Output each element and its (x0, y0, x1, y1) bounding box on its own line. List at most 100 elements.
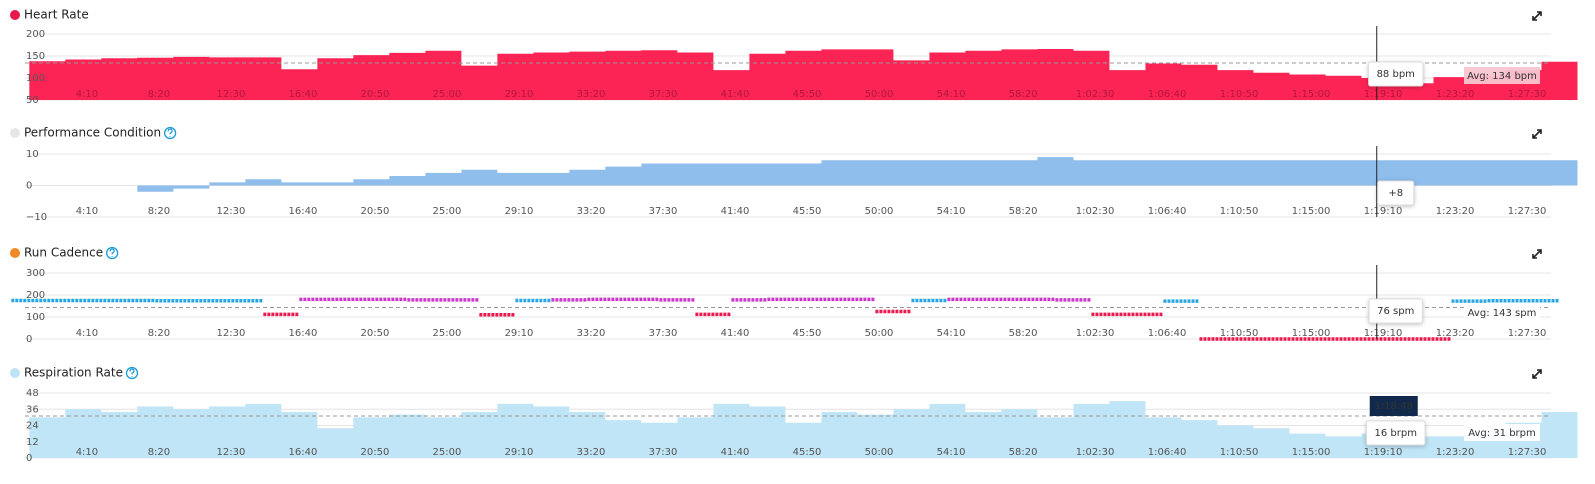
x-tick-label: 1:27:30 (1508, 89, 1547, 100)
x-tick-label: 8:20 (148, 328, 170, 339)
x-tick-label: 1:10:50 (1220, 206, 1259, 217)
x-tick-label: 37:30 (649, 328, 678, 339)
x-tick-label: 1:15:00 (1292, 206, 1331, 217)
x-tick-label: 8:20 (148, 89, 170, 100)
y-tick-label: 150 (26, 51, 45, 62)
x-tick-label: 1:27:30 (1508, 206, 1547, 217)
x-tick-label: 37:30 (649, 447, 678, 458)
x-tick-label: 16:40 (289, 447, 318, 458)
x-tick-label: 54:10 (937, 206, 966, 217)
y-tick-label: 12 (26, 437, 39, 448)
help-icon[interactable] (106, 246, 119, 260)
x-tick-label: 1:19:10 (1364, 206, 1403, 217)
x-tick-label: 1:06:40 (1148, 89, 1187, 100)
tooltip-box (1377, 180, 1415, 206)
tooltip-value: +8 (1388, 188, 1403, 199)
x-tick-label: 33:20 (577, 206, 606, 217)
x-tick-label: 54:10 (937, 328, 966, 339)
x-tick-label: 4:10 (76, 447, 98, 458)
y-tick-label: 24 (26, 421, 39, 432)
chart-title: Performance Condition (24, 126, 161, 140)
x-tick-label: 50:00 (865, 328, 894, 339)
x-tick-label: 16:40 (289, 89, 318, 100)
help-glyph (167, 128, 173, 137)
chart-title: Heart Rate (24, 8, 89, 22)
help-glyph (129, 368, 135, 377)
tooltip-value: 76 spm (1377, 306, 1414, 317)
average-label: Avg: 134 bpm (1467, 71, 1537, 82)
x-tick-label: 1:27:30 (1508, 447, 1547, 458)
x-tick-label: 1:02:30 (1076, 328, 1115, 339)
y-tick-label: 0 (26, 334, 32, 345)
x-tick-label: 41:40 (721, 89, 750, 100)
x-tick-label: 25:00 (433, 89, 462, 100)
x-tick-label: 20:50 (361, 206, 390, 217)
expand-icon[interactable] (1532, 11, 1542, 21)
x-tick-label: 41:40 (721, 206, 750, 217)
x-tick-label: 1:10:50 (1220, 328, 1259, 339)
x-tick-label: 8:20 (148, 447, 170, 458)
x-tick-label: 1:10:50 (1220, 89, 1259, 100)
x-tick-label: 58:20 (1009, 328, 1038, 339)
x-tick-label: 58:20 (1009, 447, 1038, 458)
cursor-time-bg (1369, 396, 1418, 416)
x-tick-label: 1:10:50 (1220, 447, 1259, 458)
x-tick-label: 1:23:20 (1436, 206, 1475, 217)
x-tick-label: 4:10 (76, 206, 98, 217)
x-tick-label: 45:50 (793, 328, 822, 339)
x-tick-label: 1:23:20 (1436, 447, 1475, 458)
x-tick-label: 12:30 (217, 206, 246, 217)
x-tick-label: 58:20 (1009, 206, 1038, 217)
x-tick-label: 37:30 (649, 89, 678, 100)
average-label-bg (1464, 67, 1540, 84)
x-tick-label: 50:00 (865, 206, 894, 217)
x-tick-label: 1:06:40 (1148, 328, 1187, 339)
y-tick-label: 0 (26, 453, 32, 464)
area (137, 157, 1578, 192)
x-tick-label: 4:10 (76, 328, 98, 339)
x-tick-label: 1:23:20 (1436, 328, 1475, 339)
x-tick-label: 33:20 (577, 89, 606, 100)
x-tick-label: 45:50 (793, 447, 822, 458)
x-tick-label: 4:10 (76, 89, 98, 100)
legend-dot (10, 368, 20, 378)
y-tick-label: 100 (26, 312, 45, 323)
help-icon[interactable] (163, 126, 177, 140)
x-tick-label: 54:10 (937, 89, 966, 100)
y-tick-label: 200 (26, 29, 45, 40)
x-tick-label: 1:02:30 (1076, 206, 1115, 217)
y-tick-label: 48 (26, 388, 39, 399)
expand-icon[interactable] (1532, 129, 1542, 139)
x-tick-label: 29:10 (505, 89, 534, 100)
x-tick-label: 16:40 (289, 206, 318, 217)
x-tick-label: 1:06:40 (1148, 447, 1187, 458)
x-tick-label: 1:15:00 (1292, 447, 1331, 458)
x-tick-label: 1:02:30 (1076, 89, 1115, 100)
x-tick-label: 29:10 (505, 206, 534, 217)
x-tick-label: 25:00 (433, 206, 462, 217)
legend-dot (10, 248, 20, 258)
help-icon[interactable] (125, 366, 139, 380)
y-tick-label: 36 (26, 404, 39, 415)
average-label-bg (1464, 304, 1540, 321)
x-tick-label: 25:00 (433, 328, 462, 339)
x-tick-label: 50:00 (865, 89, 894, 100)
expand-icon[interactable] (1532, 249, 1542, 259)
x-tick-label: 41:40 (721, 328, 750, 339)
x-tick-label: 12:30 (217, 89, 246, 100)
x-tick-label: 1:19:10 (1364, 328, 1403, 339)
x-tick-label: 1:02:30 (1076, 447, 1115, 458)
x-tick-label: 12:30 (217, 447, 246, 458)
expand-icon[interactable] (1532, 369, 1542, 379)
x-tick-label: 54:10 (937, 447, 966, 458)
x-tick-label: 12:30 (217, 328, 246, 339)
x-tick-label: 1:23:20 (1436, 89, 1475, 100)
y-tick-label: −10 (26, 212, 47, 223)
tooltip-box (1368, 298, 1423, 324)
average-label: Avg: 143 spm (1468, 308, 1537, 319)
tooltip-box (1368, 61, 1424, 87)
chart-title: Respiration Rate (24, 366, 123, 380)
y-tick-label: 50 (26, 95, 39, 106)
x-tick-label: 45:50 (793, 89, 822, 100)
